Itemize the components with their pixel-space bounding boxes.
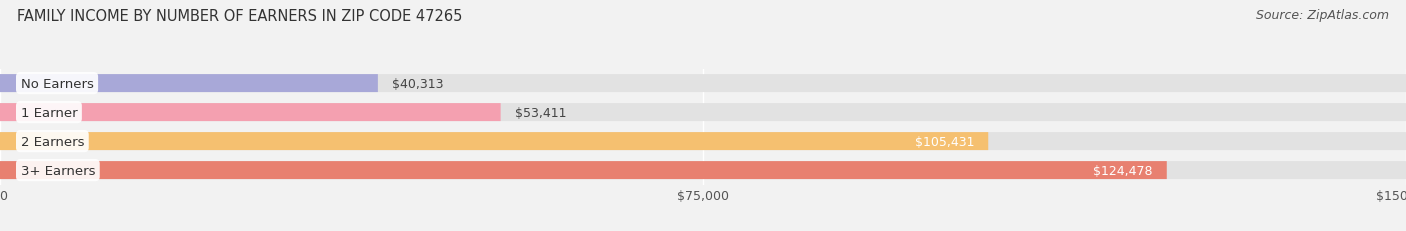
FancyBboxPatch shape [0,133,988,150]
Text: $124,478: $124,478 [1094,164,1153,177]
Text: 3+ Earners: 3+ Earners [21,164,96,177]
FancyBboxPatch shape [0,104,501,122]
FancyBboxPatch shape [0,75,1406,93]
Text: FAMILY INCOME BY NUMBER OF EARNERS IN ZIP CODE 47265: FAMILY INCOME BY NUMBER OF EARNERS IN ZI… [17,9,463,24]
FancyBboxPatch shape [0,104,1406,122]
Text: Source: ZipAtlas.com: Source: ZipAtlas.com [1256,9,1389,22]
Text: 2 Earners: 2 Earners [21,135,84,148]
FancyBboxPatch shape [0,133,1406,150]
Text: No Earners: No Earners [21,77,93,90]
FancyBboxPatch shape [0,161,1167,179]
Text: $40,313: $40,313 [392,77,443,90]
Text: $105,431: $105,431 [915,135,974,148]
FancyBboxPatch shape [0,161,1406,179]
Text: $53,411: $53,411 [515,106,567,119]
FancyBboxPatch shape [0,75,378,93]
Text: 1 Earner: 1 Earner [21,106,77,119]
